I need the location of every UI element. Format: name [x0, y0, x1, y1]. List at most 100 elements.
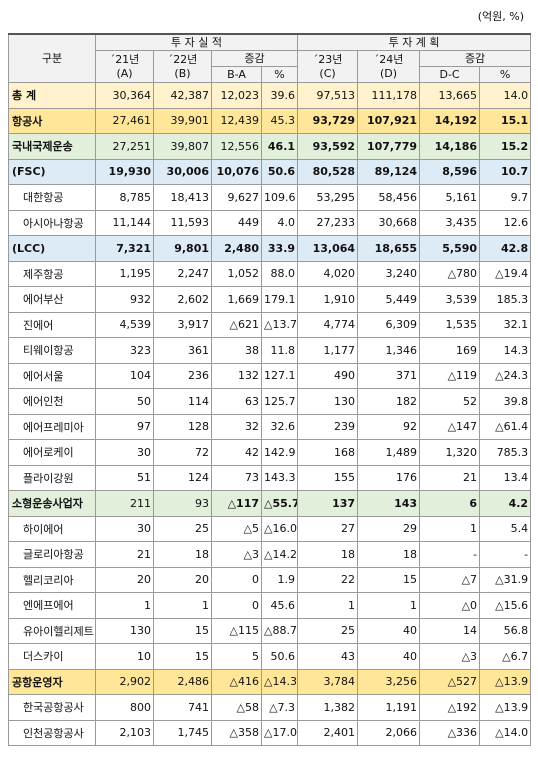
cell-value: 14 [419, 617, 481, 644]
cell-value: 155 [297, 464, 359, 491]
cell-value: △780 [419, 260, 481, 287]
cell-value: 22 [297, 566, 359, 593]
cell-value: 143 [357, 490, 421, 517]
cell-value: 1,910 [297, 286, 359, 313]
cell-value: 1,320 [419, 439, 481, 466]
row-label: 진에어 [8, 311, 96, 338]
cell-value: 15.2 [479, 133, 532, 160]
row-label: 헬리코리아 [8, 566, 96, 593]
table-row: 국내국제운송 27,251 39,807 12,556 46.1 93,592 107,77… [8, 133, 532, 160]
cell-value: 932 [95, 286, 154, 313]
cell-value: 185.3 [479, 286, 532, 313]
cell-value: 10.7 [479, 158, 532, 185]
actual-header: 투 자 실 적 [94, 33, 299, 51]
table-row: 플라이강원 51 124 73 143.3 155 176 21 13.4 [8, 464, 532, 491]
cell-value: 1 [357, 592, 421, 619]
cell-value: △58 [211, 694, 262, 721]
table-row: 아시아나항공 11,144 11,593 449 4.0 27,233 30,668 3,43… [8, 209, 532, 236]
cell-value: 13,064 [297, 235, 359, 262]
cell-value: 9,627 [211, 184, 262, 211]
row-label: 제주항공 [8, 260, 96, 287]
row-label: 인천공항공사 [8, 719, 96, 746]
cell-value: 2,103 [95, 719, 154, 746]
header-row: 구분 투 자 실 적 투 자 계 획 [8, 33, 532, 83]
unit-label: (억원, %) [477, 10, 524, 23]
table-row: 글로리아항공 21 18 △3 △14.2 18 18- - [8, 541, 532, 568]
cell-value: 53,295 [297, 184, 359, 211]
code: (D) [380, 66, 398, 80]
cell-value: △15.6 [479, 592, 532, 619]
cell-value: 490 [297, 362, 359, 389]
cell-value: 12.6 [479, 209, 532, 236]
cell-value: 19,930 [95, 158, 154, 185]
table-row: 총 계 30,364 42,387 12,023 39.6 97,513 111,178 13… [8, 82, 532, 109]
cell-value: 5,590 [419, 235, 481, 262]
row-label: 글로리아항공 [8, 541, 96, 568]
table-row: 대한항공 8,785 18,413 9,627 109.6 53,295 58,456 5,1… [8, 184, 532, 211]
cell-value: 80,528 [297, 158, 359, 185]
table-row: 헬리코리아 20 20 0 1.9 22 15 △7 △31.9 [8, 566, 532, 593]
table-row: (FSC) 19,930 30,006 10,076 50.6 80,528 89,124 8… [8, 158, 532, 185]
cell-value: 58,456 [357, 184, 421, 211]
cell-value: 10,076 [211, 158, 262, 185]
cell-value: 179.1 [260, 286, 299, 313]
cell-value: 1 [419, 515, 481, 542]
cell-value: 50.6 [260, 643, 299, 670]
cell-value: 107,779 [357, 133, 421, 160]
row-label: 에어프레미아 [8, 413, 96, 440]
cell-value: △55.7 [260, 490, 299, 517]
cell-value: 6,309 [357, 311, 421, 338]
investment-table: 구분 투 자 실 적 투 자 계 획 ´21년 (A) ´22년 (B) 증감 ´2… [8, 33, 532, 746]
cell-value: 361 [153, 337, 212, 364]
diff-header: B-A [211, 66, 262, 83]
cell-value: 4,020 [297, 260, 359, 287]
cell-value: 5,161 [419, 184, 481, 211]
cell-value: 109.6 [260, 184, 299, 211]
cell-value: 0 [211, 566, 262, 593]
cell-value: 127.1 [260, 362, 299, 389]
cell-value: 0 [211, 592, 262, 619]
cell-value: 168 [297, 439, 359, 466]
cell-value: 3,539 [419, 286, 481, 313]
cell-value: 33.9 [260, 235, 299, 262]
year-header: ´21년 (A) [95, 50, 154, 83]
cell-value: △6.7 [479, 643, 532, 670]
cell-value: 9.7 [479, 184, 532, 211]
cell-value: 3,917 [153, 311, 212, 338]
cell-value: △14.0 [479, 719, 532, 746]
cell-value: 13.4 [479, 464, 532, 491]
cell-value: 1,195 [95, 260, 154, 287]
row-label: 아시아나항공 [8, 209, 96, 236]
cell-value: △621 [211, 311, 262, 338]
cell-value: 3,435 [419, 209, 481, 236]
cell-value: 211 [95, 490, 154, 517]
cell-value: 14.3 [479, 337, 532, 364]
cell-value: 236 [153, 362, 212, 389]
year: ´22년 [167, 52, 198, 66]
cell-value: △336 [419, 719, 481, 746]
table-row: 티웨이항공 323 361 38 11.8 1,177 1,346 169 14.3 [8, 337, 532, 364]
row-label: (LCC) [8, 235, 96, 262]
pct-header: % [479, 66, 532, 83]
cell-value: 30 [95, 515, 154, 542]
cell-value: 56.8 [479, 617, 532, 644]
cell-value: 18 [357, 541, 421, 568]
cell-value: 176 [357, 464, 421, 491]
row-label: 대한항공 [8, 184, 96, 211]
row-label: 총 계 [8, 82, 96, 109]
cell-value: △358 [211, 719, 262, 746]
row-label: 한국공항공사 [8, 694, 96, 721]
row-label: 공항운영자 [8, 668, 96, 695]
table-row: 하이에어 30 25 △5 △16.0 27 29 1 5.4 [8, 515, 532, 542]
table-row: 에어부산 932 2,602 1,669 179.1 1,910 5,449 3,539 185… [8, 286, 532, 313]
cell-value: 1,382 [297, 694, 359, 721]
cell-value: 27,233 [297, 209, 359, 236]
cell-value: 72 [153, 439, 212, 466]
cell-value: 1,346 [357, 337, 421, 364]
table-row: 에어인천 50 114 63 125.7 130 182 52 39.8 [8, 388, 532, 415]
cell-value: △13.9 [479, 668, 532, 695]
plan-header: 투 자 계 획 [297, 33, 532, 51]
row-label: 유아이헬리제트 [8, 617, 96, 644]
cell-value: 128 [153, 413, 212, 440]
cell-value: △115 [211, 617, 262, 644]
